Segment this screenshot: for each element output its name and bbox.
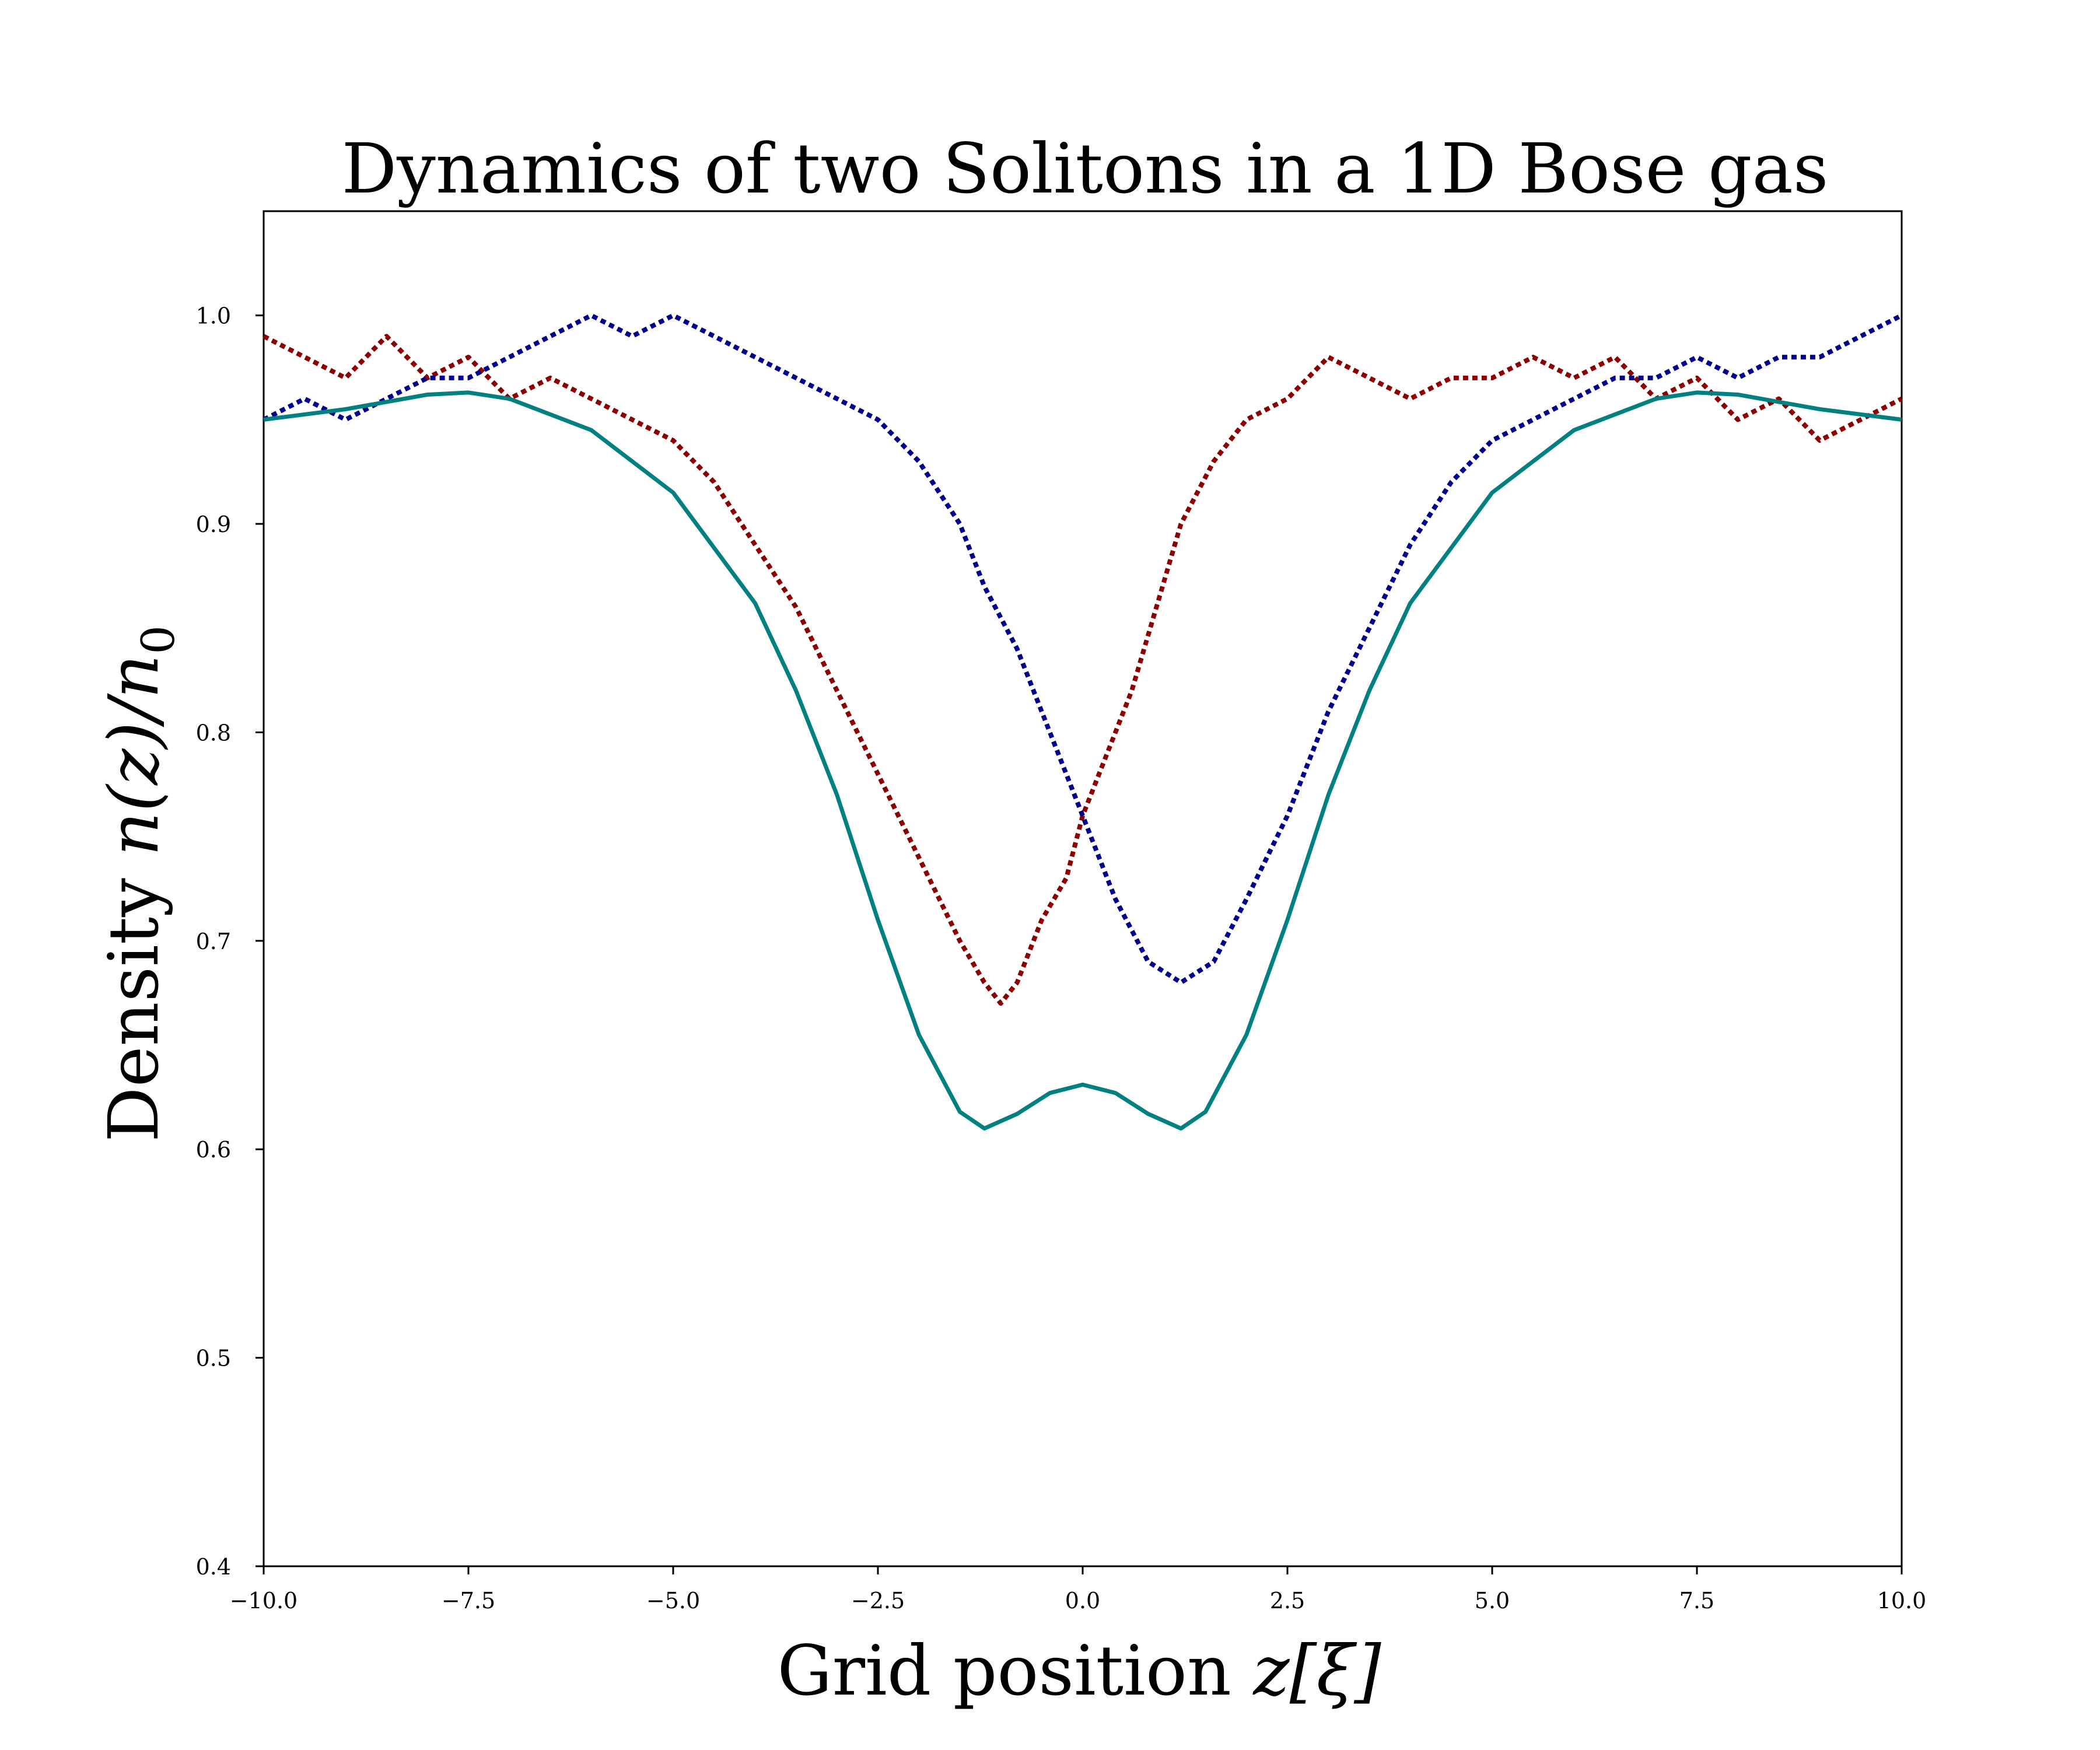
series-line-2 xyxy=(262,334,1903,1006)
x-axis-label: Grid position z[ξ] xyxy=(777,1630,1381,1711)
x-axis-label-math: z[ξ] xyxy=(1252,1630,1381,1711)
y-tick-label: 0.8 xyxy=(196,720,231,746)
y-axis-label: Density n(z)/n0 xyxy=(93,625,185,1142)
y-axis-label-subscript: 0 xyxy=(132,625,185,654)
x-tick-label: −2.5 xyxy=(851,1588,905,1614)
x-tick-label: 10.0 xyxy=(1877,1588,1927,1614)
x-tick-label: −7.5 xyxy=(442,1588,495,1614)
x-tick-label: 7.5 xyxy=(1679,1588,1714,1614)
x-tick-label: 5.0 xyxy=(1475,1588,1510,1614)
plot-area xyxy=(262,210,1903,1567)
x-tick-label: −10.0 xyxy=(230,1588,298,1614)
ticks-layer: −10.0 −7.5 −5.0 −2.5 0.0 2.5 5.0 7.5 10.0 0.4 0.5 0… xyxy=(196,303,1927,1614)
series-layer xyxy=(262,313,1903,1130)
y-tick-label: 0.5 xyxy=(196,1346,231,1371)
series-line-1 xyxy=(263,390,1902,1130)
y-tick-label: 0.7 xyxy=(196,929,231,954)
y-tick-label: 1.0 xyxy=(196,303,231,329)
y-tick-label: 0.9 xyxy=(196,512,231,537)
y-tick-label: 0.6 xyxy=(196,1137,231,1163)
chart-title: Dynamics of two Solitons in a 1D Bose ga… xyxy=(342,128,1829,209)
y-axis-label-math: n(z)/n xyxy=(93,654,174,856)
x-axis-label-text: Grid position xyxy=(777,1630,1253,1711)
x-tick-label: 2.5 xyxy=(1270,1588,1305,1614)
x-tick-label: 0.0 xyxy=(1065,1588,1100,1614)
y-tick-label: 0.4 xyxy=(196,1554,231,1580)
y-axis-label-text: Density xyxy=(93,856,174,1142)
series-line-3 xyxy=(262,313,1903,985)
x-tick-label: −5.0 xyxy=(646,1588,700,1614)
